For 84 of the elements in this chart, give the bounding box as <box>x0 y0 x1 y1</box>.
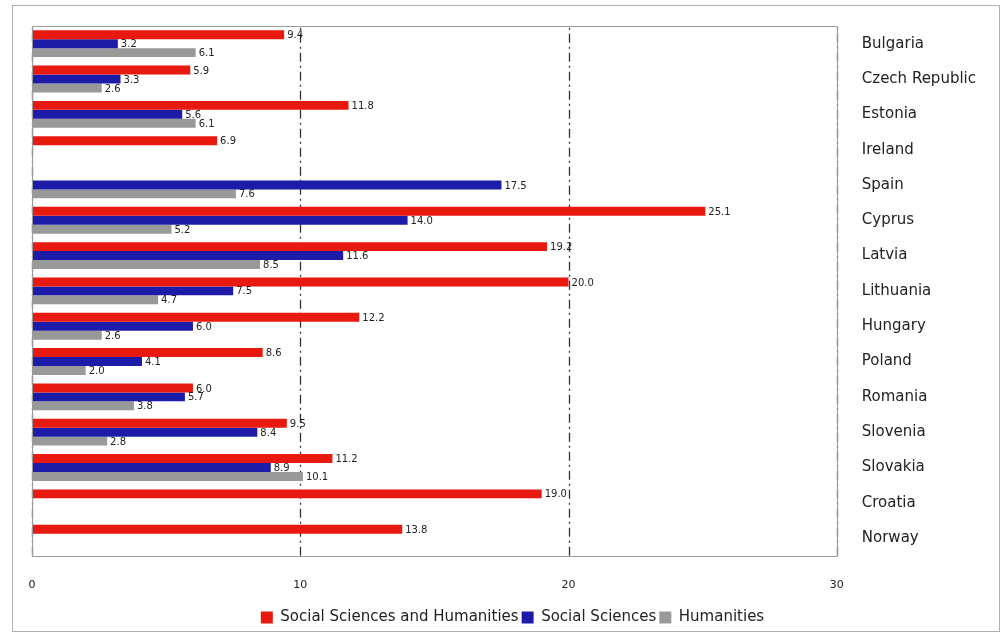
legend-label: Social Sciences <box>541 607 657 626</box>
data-label: 2.8 <box>110 435 127 447</box>
bar <box>32 206 706 216</box>
bar <box>32 39 118 49</box>
data-label: 4.7 <box>161 294 177 306</box>
legend-label: Humanities <box>678 607 765 626</box>
x-tick-label: 20 <box>561 578 576 592</box>
y-tick-label: Norway <box>861 528 919 547</box>
data-label: 6.1 <box>198 47 215 59</box>
data-label: 8.5 <box>263 259 279 271</box>
data-label: 2.0 <box>88 365 105 377</box>
data-label: 14.0 <box>410 214 433 226</box>
data-label: 19.0 <box>544 488 567 500</box>
data-label: 6.9 <box>220 135 237 147</box>
data-label: 3.8 <box>136 400 153 412</box>
legend-label: Social Sciences and Humanities <box>280 607 519 626</box>
y-tick-label: Romania <box>861 386 928 405</box>
bar <box>32 286 234 296</box>
bar <box>32 215 408 225</box>
x-tick-label: 0 <box>28 578 36 592</box>
bar <box>32 65 191 75</box>
data-label: 20.0 <box>571 276 594 288</box>
bar <box>32 312 360 322</box>
y-tick-label: Croatia <box>861 492 916 511</box>
y-tick-label: Slovakia <box>861 457 925 476</box>
bar <box>32 463 271 472</box>
data-label: 6.0 <box>195 320 212 332</box>
data-label: 7.5 <box>236 285 253 297</box>
bar <box>32 180 502 190</box>
data-label: 7.6 <box>238 188 255 200</box>
data-label: 8.4 <box>260 426 277 438</box>
bar <box>32 489 542 499</box>
data-label: 11.6 <box>346 250 369 262</box>
bar <box>32 454 333 464</box>
bar <box>32 392 185 402</box>
y-tick-label: Cyprus <box>861 210 915 229</box>
bar <box>32 109 183 119</box>
y-tick-label: Poland <box>861 351 912 370</box>
bar <box>32 242 548 252</box>
bar <box>32 524 403 534</box>
bar <box>32 357 142 367</box>
y-tick-label: Estonia <box>861 104 918 123</box>
data-label: 11.2 <box>335 453 358 465</box>
data-label: 9.4 <box>287 29 304 41</box>
bar <box>32 251 344 261</box>
y-tick-label: Czech Republic <box>861 68 977 87</box>
bar <box>32 427 258 437</box>
bar <box>32 321 193 331</box>
bar <box>32 277 569 287</box>
data-label: 12.2 <box>362 311 385 323</box>
data-label: 8.6 <box>265 347 282 359</box>
data-label: 4.1 <box>144 356 161 368</box>
data-label: 3.3 <box>123 73 140 85</box>
data-label: 5.6 <box>185 108 202 120</box>
data-label: 6.0 <box>195 382 212 394</box>
y-tick-label: Latvia <box>861 245 908 264</box>
y-tick-label: Slovenia <box>861 422 926 441</box>
y-tick-label: Spain <box>861 174 904 193</box>
y-tick-label: Ireland <box>861 139 914 158</box>
bar <box>32 383 193 393</box>
data-label: 5.9 <box>193 64 210 76</box>
bar <box>32 30 285 40</box>
x-tick-label: 10 <box>293 578 308 592</box>
data-label: 6.1 <box>198 117 215 129</box>
data-label: 9.5 <box>289 417 306 429</box>
bar <box>32 418 287 428</box>
y-tick-label: Bulgaria <box>861 33 925 52</box>
bar <box>32 136 218 146</box>
data-label: 5.2 <box>174 223 191 235</box>
bar <box>32 100 349 110</box>
y-tick-label: Lithuania <box>861 280 932 299</box>
data-label: 3.2 <box>120 38 137 50</box>
data-label: 11.8 <box>351 99 374 111</box>
data-label: 2.6 <box>104 329 121 341</box>
data-label: 8.9 <box>273 462 290 474</box>
data-label: 10.1 <box>305 471 329 483</box>
x-tick-label: 30 <box>829 578 844 592</box>
data-label: 5.7 <box>187 391 204 403</box>
data-label: 17.5 <box>504 179 527 191</box>
data-label: 13.8 <box>405 523 428 535</box>
y-tick-label: Hungary <box>861 316 926 335</box>
data-label: 25.1 <box>708 205 731 217</box>
data-label: 2.6 <box>104 82 121 94</box>
bar <box>32 348 263 358</box>
